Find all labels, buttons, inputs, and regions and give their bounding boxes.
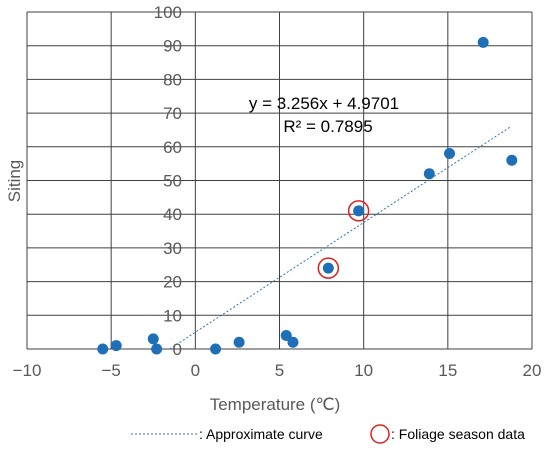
legend-approximate-curve: : Approximate curve bbox=[199, 426, 323, 442]
x-tick-label: −5 bbox=[101, 361, 120, 380]
x-tick-label: 20 bbox=[523, 361, 542, 380]
data-point bbox=[353, 205, 365, 217]
x-tick-label: 15 bbox=[438, 361, 457, 380]
y-tick-label: 10 bbox=[163, 306, 182, 325]
data-point bbox=[322, 262, 334, 274]
data-point bbox=[477, 36, 489, 48]
data-point bbox=[423, 168, 435, 180]
data-point bbox=[210, 343, 222, 355]
y-tick-label: 0 bbox=[173, 340, 182, 359]
data-point bbox=[506, 154, 518, 166]
data-point bbox=[287, 336, 299, 348]
foliage-season-ring bbox=[317, 257, 340, 279]
r-squared-label: R² = 0.7895 bbox=[283, 117, 372, 136]
data-point bbox=[444, 148, 456, 160]
y-tick-label: 90 bbox=[163, 37, 182, 56]
data-point bbox=[97, 343, 109, 355]
x-tick-label: −10 bbox=[13, 361, 42, 380]
y-tick-label: 20 bbox=[163, 273, 182, 292]
foliage-season-ring bbox=[347, 200, 370, 222]
y-axis-ticks: 0 10 20 30 40 50 60 70 80 90 100 bbox=[154, 3, 182, 359]
y-axis-label: Siting bbox=[5, 160, 24, 203]
x-tick-label: 10 bbox=[354, 361, 373, 380]
y-tick-label: 40 bbox=[163, 205, 182, 224]
data-point bbox=[233, 336, 245, 348]
grid bbox=[26, 11, 533, 350]
trendline-equation: y = 3.256x + 4.9701 bbox=[249, 94, 399, 113]
data-point bbox=[151, 343, 163, 355]
highlight-rings bbox=[317, 200, 370, 279]
y-tick-label: 70 bbox=[163, 104, 182, 123]
y-tick-label: 30 bbox=[163, 239, 182, 258]
data-point bbox=[110, 340, 122, 352]
legend-foliage-season: : Foliage season data bbox=[391, 426, 525, 442]
legend-circle-icon bbox=[370, 424, 390, 444]
x-axis-ticks: −10 −5 0 5 10 15 20 bbox=[13, 361, 542, 380]
x-tick-label: 5 bbox=[275, 361, 284, 380]
y-tick-label: 80 bbox=[163, 70, 182, 89]
y-tick-label: 100 bbox=[154, 3, 182, 22]
y-tick-label: 60 bbox=[163, 138, 182, 157]
data-points bbox=[97, 36, 518, 355]
x-axis-label: Temperature (℃) bbox=[210, 395, 341, 414]
y-tick-label: 50 bbox=[163, 172, 182, 191]
data-point bbox=[147, 333, 159, 345]
legend: : Approximate curve : Foliage season dat… bbox=[131, 424, 525, 444]
x-tick-label: 0 bbox=[191, 361, 200, 380]
data-point bbox=[280, 330, 292, 342]
